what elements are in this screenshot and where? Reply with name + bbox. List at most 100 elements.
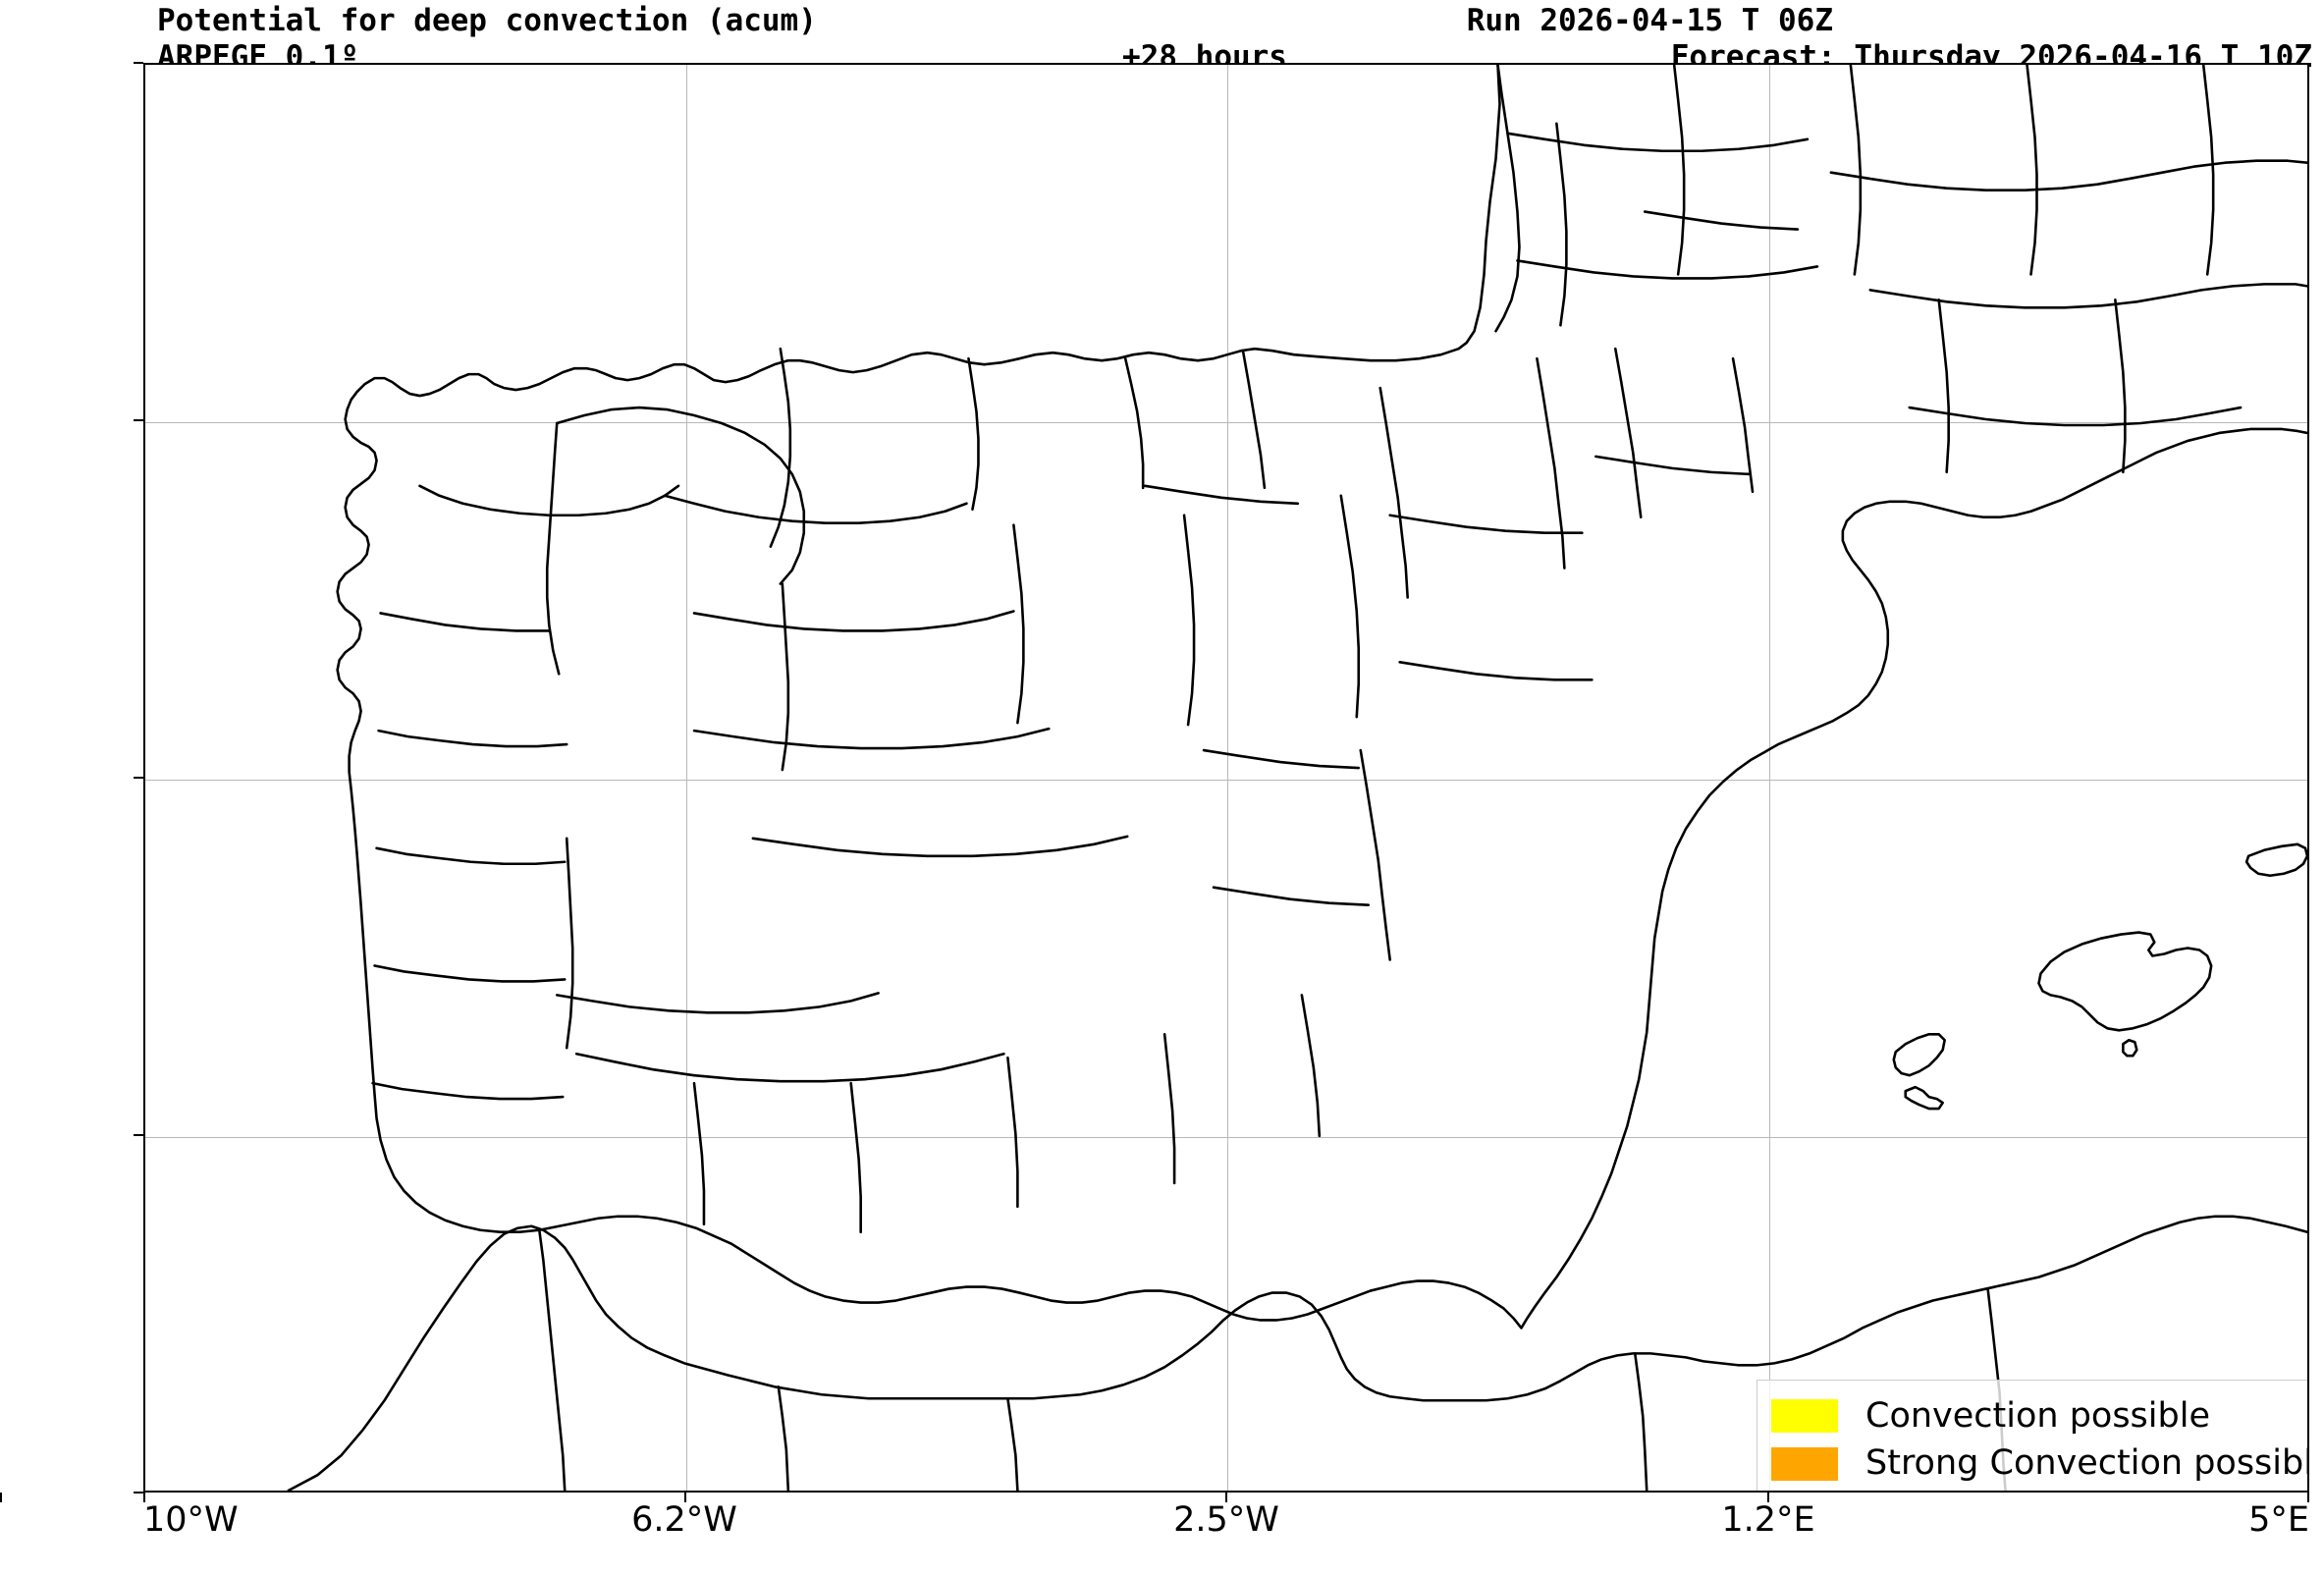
- legend-swatch-strong-convection: [1771, 1446, 1838, 1481]
- gridline-lon-1_2E: [1769, 65, 1770, 1491]
- island-mallorca: [2037, 931, 2213, 1032]
- france-dept-12: [1555, 122, 1568, 327]
- province-border-castilla-6: [751, 835, 1129, 858]
- province-border-catalunya-2: [1594, 455, 1751, 476]
- page-title: Potential for deep convection (acum): [157, 3, 817, 38]
- province-border-andalucia-3: [849, 1081, 862, 1234]
- france-dept-2: [1516, 259, 1819, 280]
- x-tick-mark-1: [0, 1493, 2, 1502]
- province-border-castilla-1: [781, 582, 790, 772]
- province-border-aragon-1: [1378, 386, 1409, 599]
- province-border-leon-1: [663, 494, 968, 525]
- y-tick-mark-4: [134, 1492, 143, 1494]
- province-border-catalunya-1: [1613, 347, 1643, 519]
- province-border-andalucia-5: [1162, 1032, 1176, 1185]
- x-tick-label-4: 5°E: [2248, 1500, 2309, 1540]
- france-dept-3: [1672, 65, 1686, 276]
- y-tick-mark-2: [134, 777, 143, 779]
- run-timestamp-label: Run 2026-04-15 T 06Z: [1466, 3, 1833, 38]
- france-dept-8: [1868, 283, 2307, 309]
- morocco-border-1: [537, 1228, 567, 1491]
- gridline-lat-40N: [145, 780, 2307, 781]
- x-tick-label-0: 10°W: [143, 1500, 239, 1540]
- province-border-aragon-4: [1398, 661, 1594, 681]
- island-ibiza: [1892, 1032, 1946, 1077]
- province-border-valencia-1: [1359, 748, 1391, 961]
- province-border-portugal-5: [371, 1081, 565, 1101]
- province-border-leon-2: [692, 610, 1015, 632]
- province-border-portugal-4: [373, 964, 567, 983]
- province-border-valencia-3: [1212, 886, 1371, 906]
- legend-label-strong-convection: Strong Convection possible: [1865, 1443, 2309, 1484]
- france-dept-5: [2026, 65, 2038, 276]
- x-tick-mark-0: [143, 1493, 145, 1502]
- province-border-aragon-3: [1388, 514, 1584, 534]
- province-border-castilla-3: [1182, 514, 1196, 727]
- island-cabrera: [2122, 1038, 2138, 1058]
- province-border-castilla-2: [1012, 523, 1025, 725]
- province-border-andalucia-2: [692, 1081, 706, 1226]
- legend-swatch-convection: [1771, 1399, 1838, 1434]
- legend-row-convection: Convection possible: [1771, 1394, 2307, 1438]
- gridline-lat-37_5N: [145, 1137, 2307, 1138]
- gridline-lat-42_5N: [145, 422, 2307, 423]
- province-border-castilla-4: [1339, 494, 1361, 719]
- france-dept-9: [1937, 299, 1950, 474]
- province-border-valencia-2: [1202, 748, 1361, 770]
- coastline-group: [287, 65, 2307, 1491]
- y-tick-mark-3: [134, 1134, 143, 1136]
- x-tick-mark-1b: [684, 1493, 686, 1502]
- france-dept-11: [1908, 406, 2243, 427]
- province-border-portugal-1: [379, 612, 551, 632]
- iberia-map-svg: [287, 65, 2307, 1491]
- legend-row-severe-convection: Severe Convection possible: [1771, 1491, 2307, 1492]
- island-menorca: [2244, 842, 2307, 878]
- morocco-border-2: [1006, 1396, 1019, 1491]
- province-border-rioja: [1143, 484, 1300, 506]
- gridline-lon-2_5W: [1227, 65, 1228, 1491]
- legend-row-strong-convection: Strong Convection possible: [1771, 1442, 2309, 1486]
- north-africa-coastline: [287, 1215, 2307, 1491]
- france-dept-4: [1849, 65, 1863, 276]
- france-dept-1: [1506, 132, 1810, 153]
- province-border-andalucia-1: [574, 1052, 1005, 1083]
- x-tick-label-1: 6.2°W: [631, 1500, 737, 1540]
- x-tick-mark-2: [1225, 1493, 1227, 1502]
- province-border-extremadura-2: [555, 992, 880, 1014]
- gridline-lon-6_2W: [686, 65, 687, 1491]
- province-border-portugal-3: [375, 846, 567, 866]
- province-border-galicia-3: [545, 421, 561, 676]
- map-plot-area[interactable]: Convection possible Strong Convection po…: [143, 63, 2309, 1493]
- province-border-andalucia-4: [1006, 1056, 1019, 1209]
- province-border-galicia-2: [418, 484, 680, 517]
- iberia-coastline: [336, 65, 2307, 1330]
- france-dept-10: [2114, 299, 2127, 474]
- france-dept-6: [2201, 65, 2215, 276]
- province-border-galicia-1: [555, 406, 806, 585]
- x-tick-mark-4: [2307, 1493, 2309, 1502]
- province-border-navarra: [1241, 349, 1267, 490]
- province-border-aragon-2: [1536, 356, 1566, 570]
- x-tick-label-3: 1.2°E: [1721, 1500, 1815, 1540]
- france-dept-13: [1643, 210, 1800, 231]
- province-border-portugal-2: [377, 729, 568, 748]
- y-tick-mark-1: [134, 419, 143, 421]
- x-tick-label-2: 2.5°W: [1173, 1500, 1279, 1540]
- province-border-castilla-5: [692, 727, 1051, 750]
- morocco-border-3: [777, 1385, 790, 1491]
- province-border-cantabria: [967, 356, 980, 512]
- province-border-extremadura-1: [565, 837, 574, 1050]
- province-border-murcia: [1300, 994, 1322, 1138]
- france-dept-7: [1829, 159, 2307, 191]
- x-tick-mark-3: [1767, 1493, 1769, 1502]
- province-border-catalunya-3: [1731, 356, 1755, 494]
- province-border-pais-vasco: [1123, 356, 1145, 490]
- france-atlantic-coast: [1494, 65, 1521, 333]
- province-border-asturias: [769, 347, 792, 548]
- y-tick-mark-0: [134, 62, 143, 64]
- island-formentera: [1904, 1085, 1944, 1111]
- algeria-border-1: [1633, 1352, 1648, 1491]
- legend-label-convection: Convection possible: [1865, 1395, 2210, 1436]
- map-legend: Convection possible Strong Convection po…: [1757, 1380, 2309, 1492]
